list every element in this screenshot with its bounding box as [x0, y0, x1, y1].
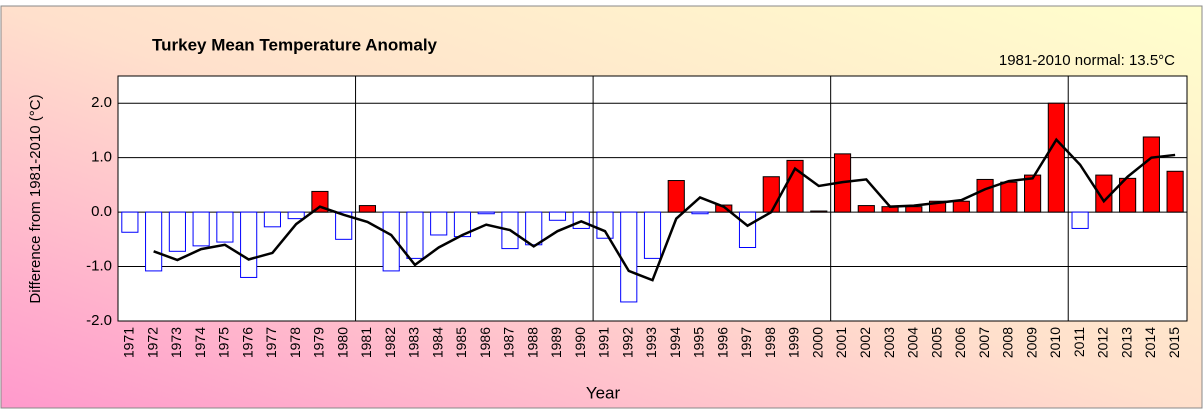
bar: [667, 180, 685, 213]
x-tick-label: 1972: [144, 327, 160, 358]
x-tick-label: 1999: [786, 327, 802, 358]
bar: [786, 159, 804, 213]
x-tick-label: 1990: [572, 327, 588, 358]
x-tick-label: 2005: [928, 327, 944, 358]
x-tick-label: 1998: [762, 327, 778, 358]
x-tick-label: 2003: [881, 327, 897, 358]
bar: [691, 211, 709, 215]
bar: [548, 211, 567, 221]
x-tick-label: 1995: [691, 327, 707, 358]
x-tick-label: 2006: [952, 327, 968, 358]
x-tick-label: 1976: [239, 327, 255, 358]
line: [153, 137, 1176, 282]
chart-title: Turkey Mean Temperature Anomaly: [152, 35, 438, 54]
bar: [358, 205, 377, 213]
x-tick-label: 1981: [358, 327, 374, 358]
x-tick-label: 1989: [548, 327, 564, 358]
x-tick-label: 2013: [1118, 327, 1134, 358]
x-tick-label: 2011: [1071, 327, 1087, 357]
bar: [335, 211, 353, 240]
bar: [762, 176, 780, 213]
bar: [216, 211, 234, 243]
bar: [263, 211, 281, 228]
x-tick-label: 1988: [524, 327, 540, 358]
x-tick-label: 2015: [1166, 327, 1182, 358]
x-tick-label: 1997: [738, 327, 754, 358]
x-tick-label: 2014: [1142, 327, 1158, 358]
bar: [430, 211, 448, 236]
x-tick-label: 2010: [1047, 327, 1063, 358]
bar: [928, 200, 947, 213]
x-tick-label: 1994: [667, 327, 683, 358]
bar: [1142, 136, 1160, 213]
bar: [1166, 170, 1184, 213]
x-tick-label: 1982: [382, 327, 398, 358]
x-tick-label: 1987: [501, 327, 517, 358]
y-tick-label: -2.0: [86, 312, 112, 329]
x-tick-label: 1996: [714, 327, 730, 358]
bar: [287, 211, 305, 220]
x-tick-label: 1993: [643, 327, 659, 358]
x-tick-label: 2004: [905, 327, 921, 358]
x-tick-label: 2007: [976, 327, 992, 358]
bar: [1024, 174, 1042, 213]
y-axis-label: Difference from 1981-2010 (°C): [27, 94, 44, 303]
y-tick-label: -1.0: [86, 258, 112, 275]
bar: [596, 211, 614, 239]
x-tick-label: 1983: [406, 327, 422, 358]
bar: [1047, 102, 1065, 213]
bar: [168, 211, 186, 252]
bar: [738, 211, 757, 249]
y-tick-label: 0.0: [91, 203, 112, 220]
bar: [525, 211, 543, 246]
bar: [406, 211, 424, 259]
annotation: 1981-2010 normal: 13.5°C: [999, 52, 1175, 69]
x-tick-label: 2008: [1000, 327, 1016, 358]
bar: [1071, 211, 1089, 229]
x-tick-label: 1973: [168, 327, 184, 358]
x-tick-label: 1991: [596, 327, 612, 358]
x-tick-label: 1980: [334, 327, 350, 358]
x-tick-label: 1975: [216, 327, 232, 358]
x-tick-label: 2001: [833, 327, 849, 358]
y-tick-label: 1.0: [91, 149, 112, 166]
x-tick-label: 1985: [453, 327, 469, 358]
bar: [382, 211, 400, 272]
bar: [240, 211, 258, 278]
y-tick-label: 2.0: [91, 94, 112, 111]
x-tick-label: 1978: [287, 327, 303, 358]
bar: [477, 211, 495, 215]
x-tick-label: 1992: [619, 327, 635, 358]
bar: [857, 205, 875, 213]
x-tick-label: 2000: [809, 327, 825, 358]
bar: [121, 211, 139, 233]
bar: [976, 178, 994, 213]
x-tick-label: 1971: [121, 327, 137, 358]
bar: [192, 211, 210, 247]
bar: [643, 211, 662, 259]
x-axis-label: Year: [586, 383, 621, 402]
bar: [145, 211, 163, 272]
bar: [1000, 181, 1018, 213]
x-tick-label: 1974: [192, 327, 208, 358]
bar: [620, 211, 638, 303]
bar: [453, 211, 472, 238]
x-tick-label: 1984: [429, 327, 445, 358]
x-tick-label: 2012: [1095, 327, 1111, 358]
x-tick-label: 1977: [263, 327, 279, 358]
bar: [952, 200, 970, 213]
bar: [715, 204, 733, 213]
bar: [905, 206, 923, 213]
x-tick-label: 1986: [477, 327, 493, 358]
x-tick-label: 2002: [857, 327, 873, 358]
x-tick-label: 2009: [1023, 327, 1039, 358]
bar: [810, 210, 828, 213]
x-tick-label: 1979: [311, 327, 327, 358]
